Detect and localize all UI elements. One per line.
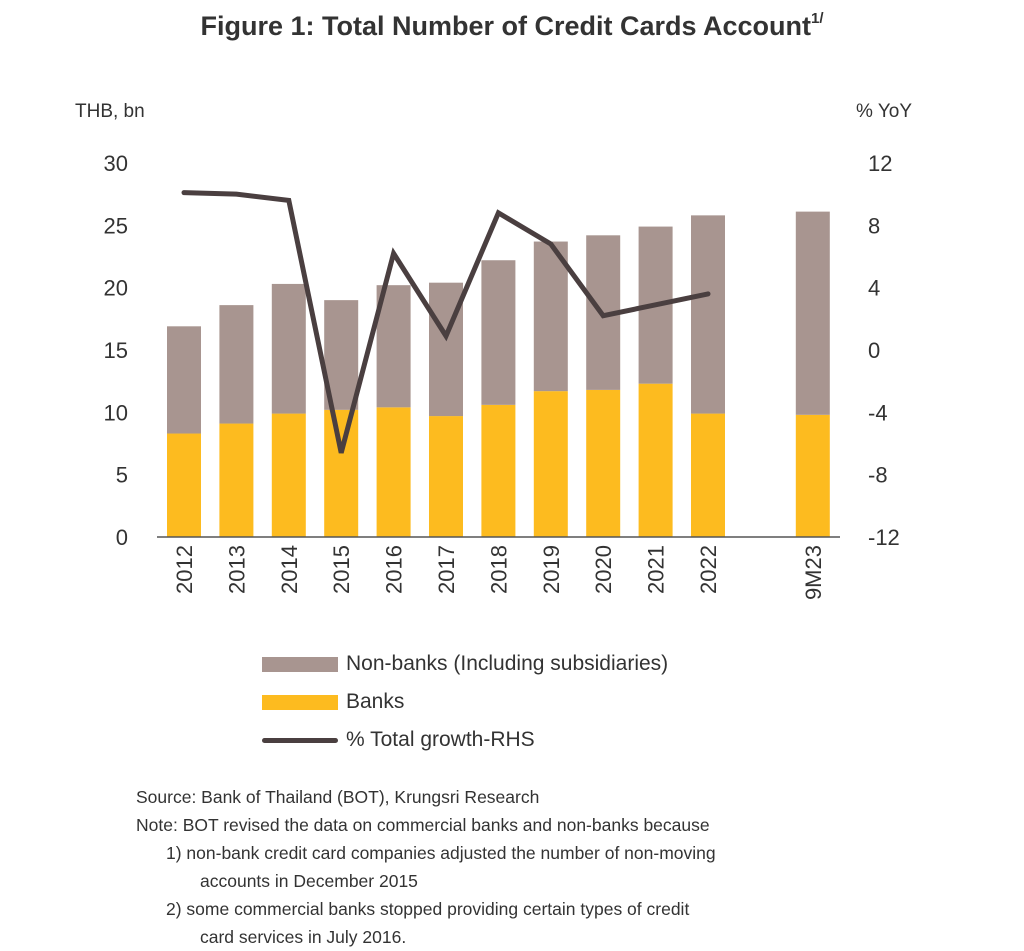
bar-banks-2018: [481, 405, 515, 537]
bar-banks-2015: [324, 410, 358, 537]
bar-banks-2013: [219, 424, 253, 537]
x-axis-tick-label: 9M23: [801, 545, 826, 600]
bar-banks-2014: [272, 414, 306, 537]
y-axis-left-tick-label: 15: [104, 338, 128, 363]
y-axis-right-tick-label: 12: [868, 151, 892, 176]
y-axis-right-tick-label: -8: [868, 463, 888, 488]
note-1-line-2: accounts in December 2015: [136, 867, 716, 895]
bar-banks-2017: [429, 416, 463, 537]
y-axis-right-tick-label: -12: [868, 525, 900, 550]
x-axis-tick-label: 2018: [486, 545, 511, 594]
x-axis-tick-label: 2021: [644, 545, 669, 594]
y-axis-right-label: % YoY: [856, 101, 912, 122]
bar-banks-2012: [167, 434, 201, 537]
footnotes: Source: Bank of Thailand (BOT), Krungsri…: [136, 783, 716, 951]
legend-label-non-banks: Non-banks (Including subsidiaries): [346, 652, 668, 676]
x-axis-tick-labels: 2012 2013 2014 2015 2016 2017 2018 2019 2020 2021…: [172, 545, 826, 600]
legend-label-banks: Banks: [346, 690, 404, 714]
bar-non-banks-2014: [272, 284, 306, 414]
y-axis-left-tick-label: 10: [104, 400, 128, 425]
bar-non-banks-2013: [219, 305, 253, 423]
bar-banks-9M23: [796, 415, 830, 537]
x-axis-tick-label: 2016: [382, 545, 407, 594]
bar-banks-2021: [639, 384, 673, 537]
legend: Non-banks (Including subsidiaries) Banks…: [262, 645, 668, 759]
y-axis-right-tick-label: 8: [868, 213, 880, 238]
bar-banks-2020: [586, 390, 620, 537]
legend-swatch-growth-line: [262, 738, 338, 743]
y-axis-right-tick-label: -4: [868, 400, 888, 425]
y-axis-left-tick-label: 5: [116, 463, 128, 488]
bar-banks-2019: [534, 391, 568, 537]
legend-item-non-banks: Non-banks (Including subsidiaries): [262, 645, 668, 683]
bar-non-banks-2018: [481, 260, 515, 405]
x-axis-tick-label: 2012: [172, 545, 197, 594]
y-axis-left-tick-label: 20: [104, 276, 128, 301]
legend-swatch-banks: [262, 695, 338, 710]
y-axis-left-label: THB, bn: [75, 101, 145, 122]
x-axis-tick-label: 2013: [224, 545, 249, 594]
legend-item-banks: Banks: [262, 683, 668, 721]
y-axis-left-ticks: 0 5 10 15 20 25 30: [104, 151, 128, 550]
x-axis-tick-label: 2020: [591, 545, 616, 594]
note-2-line-1: 2) some commercial banks stopped providi…: [136, 895, 716, 923]
y-axis-left-tick-label: 30: [104, 151, 128, 176]
y-axis-left-tick-label: 25: [104, 213, 128, 238]
note-1-line-1: 1) non-bank credit card companies adjust…: [136, 839, 716, 867]
bar-banks-2016: [377, 407, 411, 537]
legend-label-growth: % Total growth-RHS: [346, 728, 535, 752]
legend-swatch-non-banks: [262, 657, 338, 672]
note-intro: Note: BOT revised the data on commercial…: [136, 811, 716, 839]
bar-non-banks-2022: [691, 215, 725, 413]
x-axis-tick-label: 2019: [539, 545, 564, 594]
legend-item-growth: % Total growth-RHS: [262, 721, 668, 759]
x-axis-tick-label: 2022: [696, 545, 721, 594]
source-text: Source: Bank of Thailand (BOT), Krungsri…: [136, 783, 716, 811]
x-axis-tick-label: 2014: [277, 545, 302, 594]
x-axis-tick-label: 2017: [434, 545, 459, 594]
bar-non-banks-2012: [167, 326, 201, 433]
y-axis-right-ticks: -12 -8 -4 0 4 8 12: [868, 151, 900, 550]
y-axis-right-tick-label: 4: [868, 276, 880, 301]
note-2-line-2: card services in July 2016.: [136, 923, 716, 951]
y-axis-right-tick-label: 0: [868, 338, 880, 363]
bar-non-banks-9M23: [796, 212, 830, 415]
x-axis-tick-label: 2015: [329, 545, 354, 594]
bar-banks-2022: [691, 414, 725, 537]
y-axis-left-tick-label: 0: [116, 525, 128, 550]
bar-group: [167, 212, 830, 537]
